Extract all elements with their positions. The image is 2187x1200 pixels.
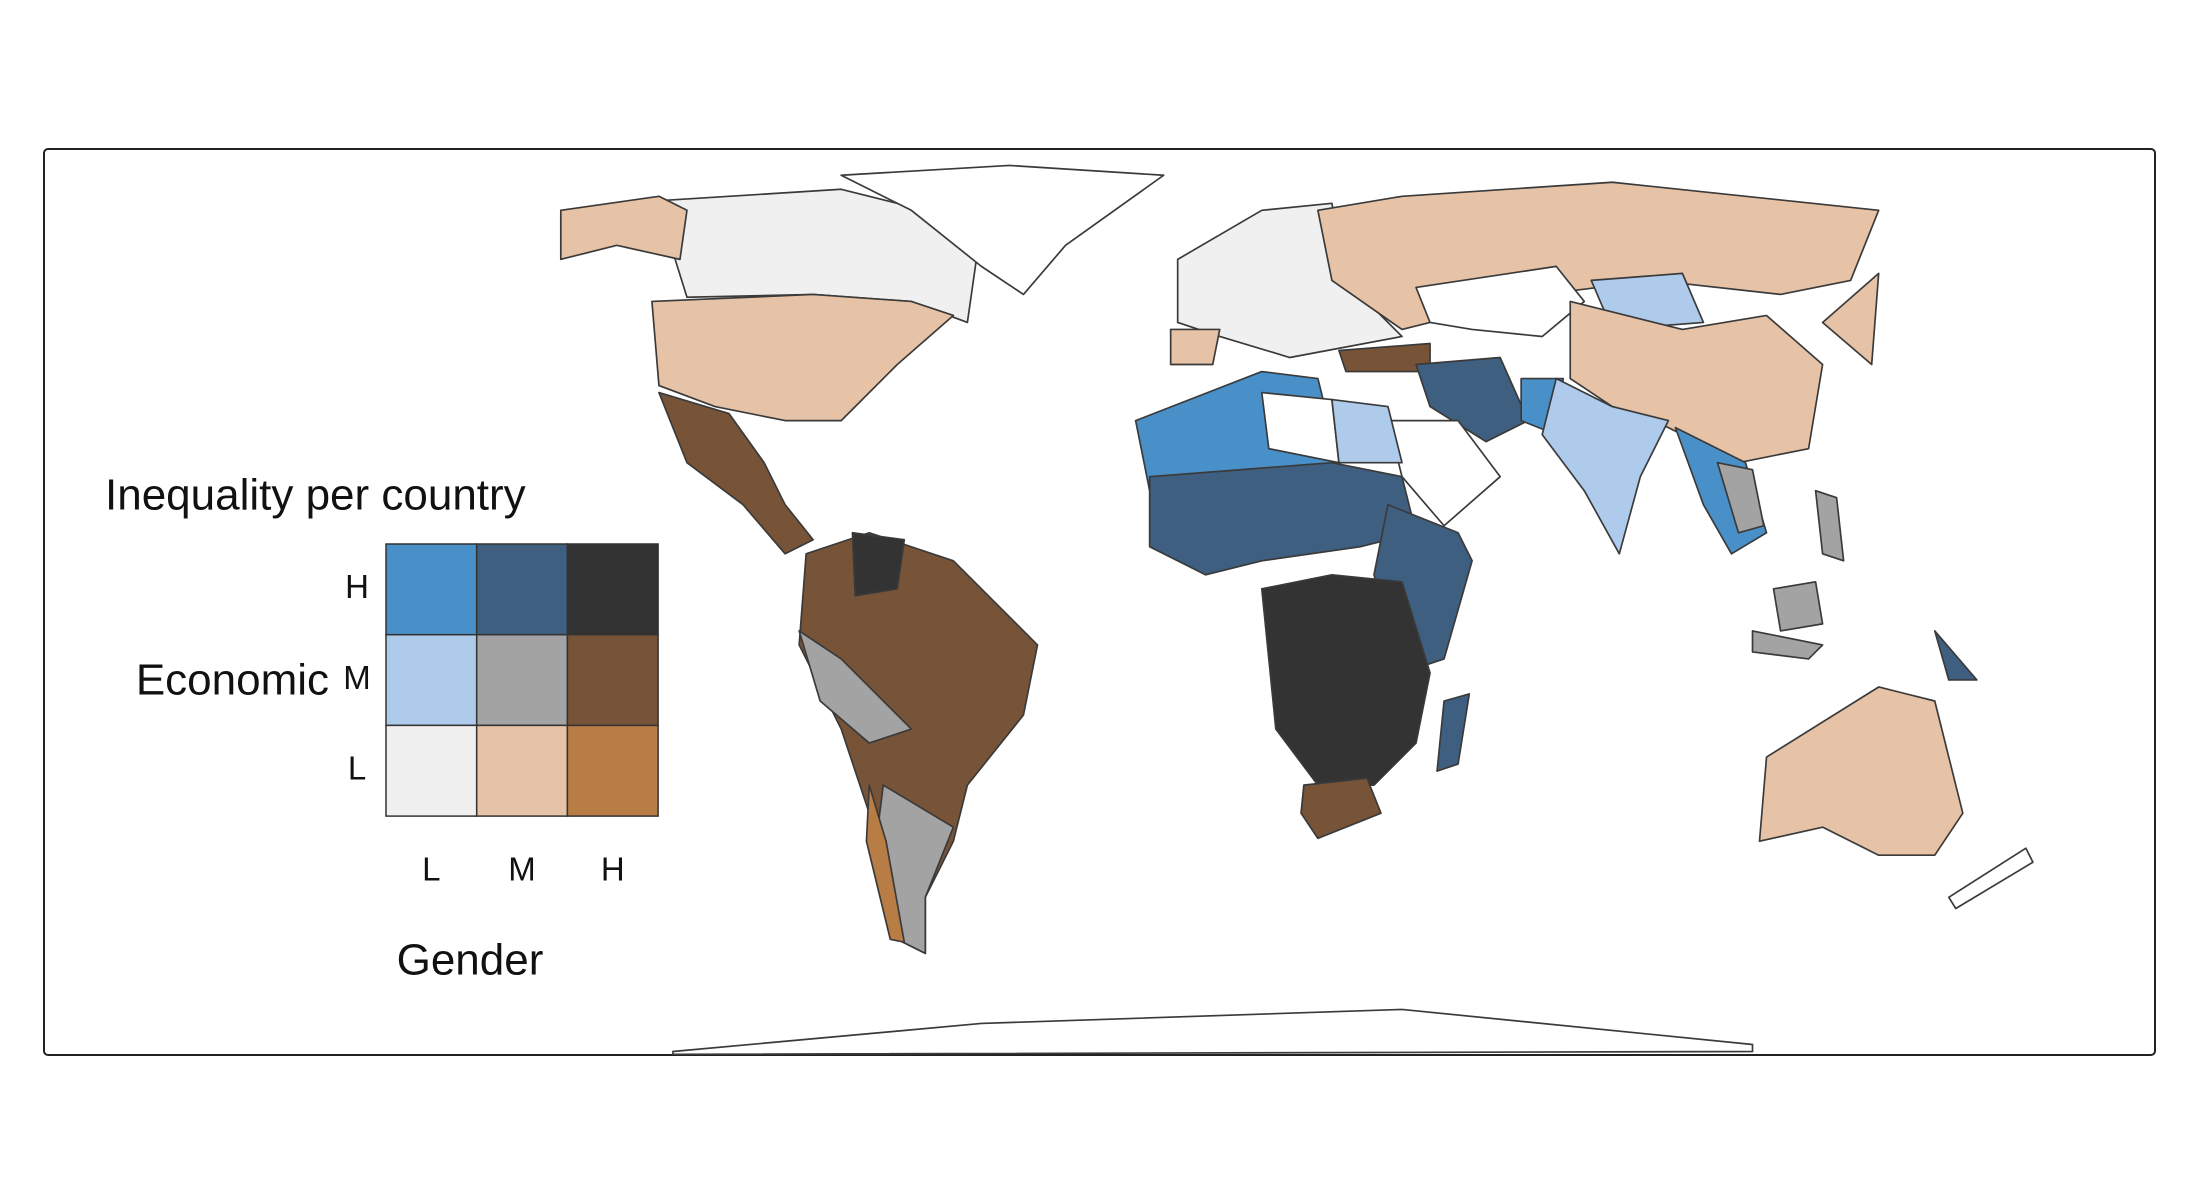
legend-cell [385,633,478,727]
country [1436,693,1471,772]
country [1933,630,1978,681]
legend-column-label: M [508,851,536,888]
country [1260,573,1431,786]
legend-cell [566,724,659,817]
country [1387,419,1501,527]
legend-cell [475,633,569,727]
legend-column-label: L [422,851,440,888]
country [1947,847,2034,910]
country [1176,202,1403,359]
country [658,391,815,555]
legend-title: Inequality per country [105,471,526,520]
country [1415,356,1530,443]
country [1772,580,1824,632]
country [1751,630,1824,660]
legend-cell [566,633,659,727]
country [1758,686,1964,857]
country [1169,328,1221,366]
legend-cell [385,724,478,817]
country [651,293,955,422]
legend-cell [475,724,569,817]
country [1814,489,1845,562]
country [1541,377,1670,555]
legend-x-label: Gender [397,936,544,985]
country [865,784,906,943]
country [1300,777,1382,840]
country [1415,265,1586,338]
country [1148,461,1417,576]
country [1821,272,1880,366]
country [798,531,1039,955]
world-map [559,164,2034,1056]
legend-row-label: H [345,568,369,605]
legend-cell [385,543,478,636]
country [1716,461,1765,534]
legend-row-label: L [348,749,366,786]
country [1569,300,1824,464]
country [672,1008,1754,1056]
legend-cell [475,543,569,636]
country [1331,398,1403,464]
country [559,195,688,261]
legend-row-label: M [343,659,371,696]
country [851,531,906,597]
country [798,630,913,744]
legend-column-label: H [601,851,625,888]
legend-cell [566,543,659,636]
country [840,164,1165,296]
legend-y-label: Economic [136,656,329,705]
legend: H M L L M H [343,543,659,888]
